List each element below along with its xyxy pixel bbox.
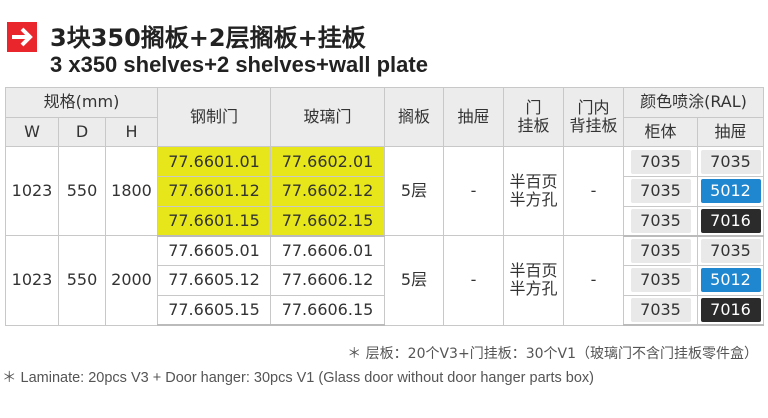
arrow-right-icon — [7, 22, 37, 52]
color-swatch: 7035 — [630, 208, 691, 233]
drawer-color-cell: 5012 — [697, 265, 764, 296]
cabinet-color-cell: 7035 — [623, 176, 698, 207]
color-swatch: 7016 — [700, 208, 761, 233]
glass-door-code: 77.6606.01 — [270, 235, 385, 267]
depth-cell: 550 — [58, 146, 106, 237]
color-swatch: 7035 — [630, 297, 691, 322]
table-row: 1023 550 2000 77.6605.01 77.6606.01 5层 - 半… — [5, 235, 764, 326]
header-h: H — [105, 116, 158, 148]
header-shelf: 搁板 — [384, 86, 444, 148]
title-en: 3 x350 shelves+2 shelves+wall plate — [50, 52, 428, 77]
color-swatch: 5012 — [700, 268, 761, 293]
table-row: 77.6605.12 77.6606.12 7035 5012 — [6, 265, 764, 296]
drawer-color-cell: 7016 — [697, 294, 764, 326]
color-swatch: 7035 — [630, 268, 691, 293]
header-steel-door: 钢制门 — [157, 86, 271, 148]
color-swatch: 7035 — [630, 149, 691, 174]
steel-door-code: 77.6605.12 — [157, 265, 271, 296]
header-back-plate: 门内 背挂板 — [563, 86, 624, 148]
width-cell: 1023 — [5, 146, 59, 237]
note-en: ＊ Laminate: 20pcs V3 + Door hanger: 30pc… — [2, 370, 595, 386]
cabinet-color-cell: 7035 — [623, 265, 698, 296]
cabinet-color-cell: 7035 — [623, 235, 698, 267]
color-swatch: 7016 — [700, 297, 761, 322]
height-cell: 2000 — [105, 235, 158, 326]
table-row: 1023 550 1800 77.6601.01 77.6602.01 5层 - 半… — [5, 146, 764, 237]
spec-table: 规格(mm) 钢制门 玻璃门 搁板 抽屉 门 挂板 门内 背挂板 颜色喷涂(RA… — [5, 86, 764, 326]
drawer-cell: - — [443, 146, 504, 237]
header-cabinet: 柜体 — [623, 116, 698, 148]
header-spec: 规格(mm) — [5, 87, 158, 118]
depth-cell: 550 — [58, 235, 106, 326]
cabinet-color-cell: 7035 — [623, 205, 698, 237]
drawer-color-cell: 7035 — [697, 146, 764, 178]
color-swatch: 7035 — [630, 239, 691, 264]
table-row: 77.6605.15 77.6606.15 7035 7016 — [6, 294, 764, 326]
drawer-color-cell: 7035 — [697, 235, 764, 267]
door-plate-cell: 半百页 半方孔 — [503, 146, 564, 237]
back-plate-cell: - — [563, 146, 624, 237]
color-swatch: 7035 — [700, 149, 761, 174]
shelf-cell: 5层 — [384, 235, 444, 326]
glass-door-code: 77.6602.01 — [270, 146, 385, 178]
header-drawer-color: 抽屉 — [697, 116, 764, 148]
steel-door-code: 77.6605.01 — [157, 235, 271, 267]
steel-door-code: 77.6601.15 — [157, 205, 271, 237]
title-cn: 3块350搁板+2层搁板+挂板 — [50, 24, 366, 52]
width-cell: 1023 — [5, 235, 59, 326]
note-cn: ＊ 层板：20个V3+门挂板：30个V1（玻璃门不含门挂板零件盒） — [347, 346, 758, 362]
header-color: 颜色喷涂(RAL) — [623, 87, 764, 118]
header-d: D — [58, 116, 106, 148]
steel-door-code: 77.6605.15 — [157, 294, 271, 326]
steel-door-code: 77.6601.12 — [157, 176, 271, 207]
color-swatch: 7035 — [630, 179, 691, 204]
glass-door-code: 77.6602.12 — [270, 176, 385, 207]
table-row: 77.6601.12 77.6602.12 7035 5012 — [6, 176, 764, 207]
back-plate-cell: - — [563, 235, 624, 326]
steel-door-code: 77.6601.01 — [157, 146, 271, 178]
header-drawer: 抽屉 — [443, 86, 504, 148]
cabinet-color-cell: 7035 — [623, 294, 698, 326]
color-swatch: 7035 — [700, 239, 761, 264]
cabinet-color-cell: 7035 — [623, 146, 698, 178]
header-door-plate: 门 挂板 — [503, 86, 564, 148]
door-plate-cell: 半百页 半方孔 — [503, 235, 564, 326]
glass-door-code: 77.6606.15 — [270, 294, 385, 326]
drawer-cell: - — [443, 235, 504, 326]
color-swatch: 5012 — [700, 179, 761, 204]
drawer-color-cell: 5012 — [697, 176, 764, 207]
table-row: 77.6601.15 77.6602.15 7035 7016 — [6, 205, 764, 237]
drawer-color-cell: 7016 — [697, 205, 764, 237]
header-glass-door: 玻璃门 — [270, 86, 385, 148]
glass-door-code: 77.6606.12 — [270, 265, 385, 296]
shelf-cell: 5层 — [384, 146, 444, 237]
header-w: W — [5, 116, 59, 148]
height-cell: 1800 — [105, 146, 158, 237]
glass-door-code: 77.6602.15 — [270, 205, 385, 237]
